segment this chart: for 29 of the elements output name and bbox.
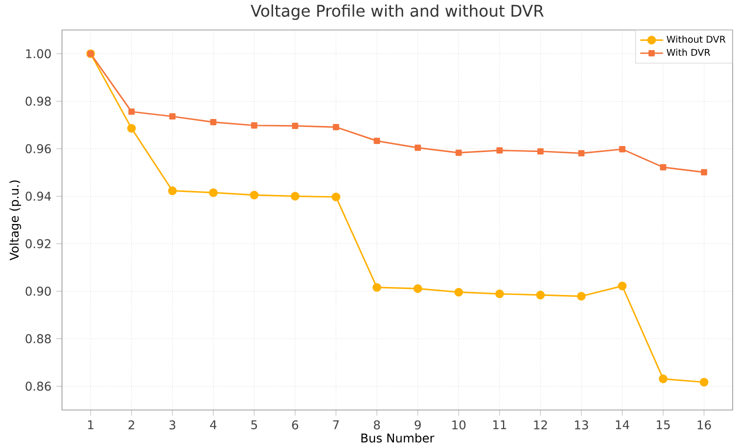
legend-label: Without DVR — [666, 36, 726, 43]
x-tick-label: 11 — [493, 420, 506, 430]
chart-title: Voltage Profile with and without DVR — [250, 4, 544, 20]
y-tick-label: 0.98 — [26, 96, 51, 106]
x-tick-label: 13 — [575, 420, 588, 430]
y-tick-label: 0.86 — [26, 382, 51, 391]
y-tick-label: 1.00 — [26, 49, 51, 58]
y-tick-label: 0.88 — [26, 334, 51, 344]
y-tick-label: 0.92 — [26, 239, 50, 248]
x-tick-label: 14 — [616, 420, 630, 430]
y-tick-label: 0.90 — [26, 286, 51, 296]
x-tick-label: 3 — [170, 420, 176, 430]
x-tick-label: 16 — [698, 420, 711, 430]
x-tick-label: 8 — [374, 420, 380, 430]
x-tick-label: 2 — [128, 420, 134, 430]
legend-label: With DVR — [666, 48, 710, 56]
y-tick-label: 0.94 — [26, 192, 51, 201]
x-tick-label: 10 — [452, 420, 466, 430]
x-tick-label: 5 — [251, 420, 257, 430]
x-tick-label: 12 — [534, 420, 547, 430]
x-tick-label: 6 — [292, 420, 298, 430]
x-axis-title: Bus Number — [361, 433, 434, 443]
x-tick-label: 4 — [210, 420, 216, 430]
x-tick-label: 15 — [656, 420, 670, 430]
x-tick-label: 1 — [88, 420, 94, 430]
x-tick-label: 7 — [333, 420, 339, 430]
y-tick-label: 0.96 — [26, 144, 51, 154]
x-tick-label: 9 — [414, 420, 421, 430]
y-axis-title: Voltage (p.u.) — [9, 180, 22, 260]
